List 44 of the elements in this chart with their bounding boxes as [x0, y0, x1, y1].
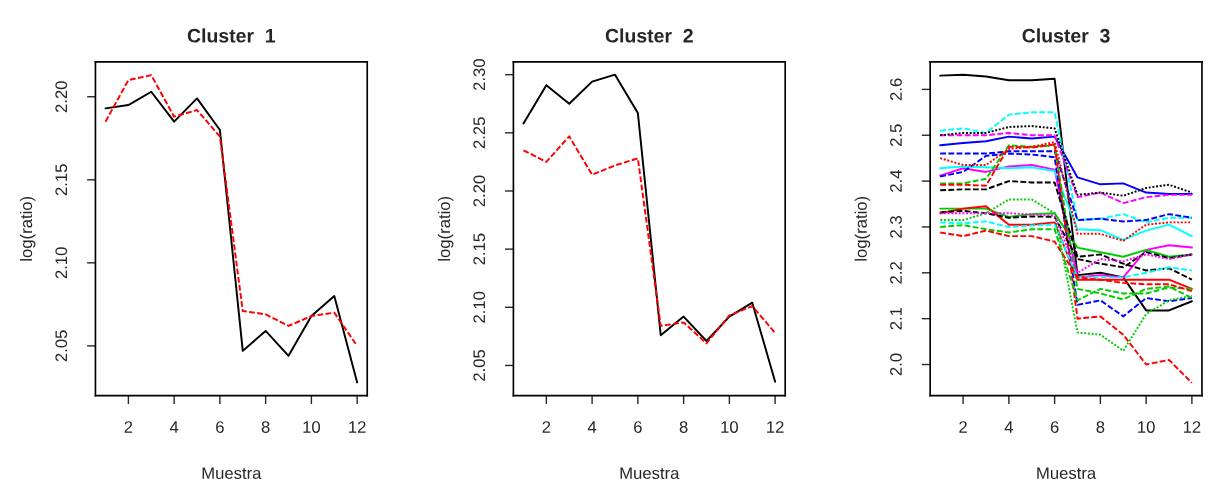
y-tick-label: 2.1: [890, 307, 902, 330]
y-axis-title: log(ratio): [19, 196, 36, 261]
x-axis-title: Muestra: [202, 467, 262, 480]
y-tick-label: 2.15: [55, 164, 68, 196]
y-tick-label: 2.10: [55, 247, 68, 279]
x-tick-label: 4: [587, 421, 597, 433]
y-tick-label: 2.20: [473, 175, 486, 207]
x-tick-label: 6: [1050, 421, 1059, 433]
chart-title: Cluster 2: [605, 28, 693, 43]
x-tick-label: 2: [959, 421, 967, 433]
x-axis-title: Muestra: [620, 467, 680, 480]
x-tick-label: 8: [261, 421, 270, 433]
x-tick-label: 10: [1138, 421, 1155, 433]
x-tick-label: 10: [303, 421, 321, 433]
x-tick-label: 12: [767, 421, 784, 433]
x-tick-label: 4: [169, 421, 179, 433]
y-tick-label: 2.20: [55, 81, 68, 113]
y-tick-label: 2.30: [473, 59, 486, 91]
x-tick-label: 8: [679, 421, 688, 433]
x-tick-label: 12: [1183, 421, 1201, 433]
chart-title: Cluster 1: [187, 28, 276, 43]
y-tick-label: 2.15: [473, 233, 486, 265]
y-tick-label: 2.2: [890, 262, 902, 284]
x-tick-label: 6: [634, 421, 642, 433]
x-tick-label: 4: [1004, 421, 1014, 433]
x-tick-label: 2: [124, 421, 133, 433]
y-tick-label: 2.25: [473, 117, 486, 149]
y-tick-label: 2.3: [890, 216, 902, 238]
y-tick-label: 2.6: [890, 78, 902, 101]
y-tick-label: 2.05: [473, 349, 486, 381]
y-tick-label: 2.05: [55, 330, 68, 362]
x-tick-label: 6: [216, 421, 224, 433]
x-axis-title: Muestra: [1037, 467, 1097, 480]
y-tick-label: 2.4: [890, 170, 902, 192]
y-axis-title: log(ratio): [854, 196, 871, 261]
y-tick-label: 2.0: [890, 353, 902, 376]
x-tick-label: 12: [349, 421, 366, 433]
x-tick-label: 10: [721, 421, 738, 433]
y-tick-label: 2.5: [890, 124, 902, 146]
x-tick-label: 8: [1096, 421, 1105, 433]
chart-title: Cluster 3: [1022, 28, 1110, 43]
y-axis-title: log(ratio): [437, 196, 454, 261]
x-tick-label: 2: [542, 421, 551, 433]
y-tick-label: 2.10: [473, 291, 486, 323]
